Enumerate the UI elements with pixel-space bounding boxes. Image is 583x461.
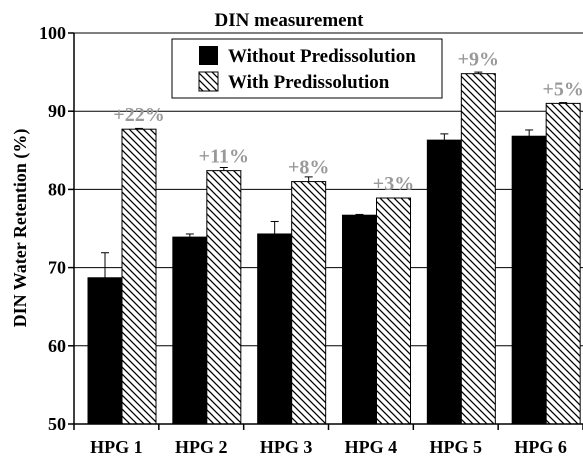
x-tick-label-2: HPG 2: [175, 437, 228, 457]
legend-swatch-with: [198, 71, 219, 92]
annotation-1: +22%: [113, 104, 164, 126]
bar-with-5: [460, 73, 496, 425]
x-tick-label-4: HPG 4: [345, 437, 398, 457]
grid-lines: [74, 32, 583, 347]
y-tick-label-80: 80: [48, 179, 66, 199]
annotation-5: +9%: [458, 49, 499, 71]
y-ticks: 50 60 70 80 90 100: [39, 23, 74, 434]
y-tick-label-60: 60: [48, 336, 66, 356]
bar-without-2: [172, 236, 208, 425]
legend-label-with: With Predissolution: [228, 72, 390, 93]
legend: Without Predissolution With Predissoluti…: [171, 38, 443, 99]
x-ticks: HPG 1 HPG 2 HPG 3 HPG 4 HPG 5 HPG 6: [73, 424, 583, 457]
x-tick-label-1: HPG 1: [90, 437, 143, 457]
bar-without-3: [257, 233, 293, 425]
bar-without-1: [87, 277, 123, 425]
bar-without-5: [426, 139, 462, 425]
bar-without-4: [342, 214, 377, 425]
annotation-4: +3%: [373, 173, 414, 195]
annotation-6: +5%: [542, 78, 583, 100]
y-tick-label-70: 70: [48, 258, 66, 278]
x-tick-label-3: HPG 3: [260, 437, 313, 457]
y-tick-label-50: 50: [48, 414, 66, 434]
bar-with-6: [545, 102, 581, 425]
bar-with-3: [291, 181, 327, 425]
bar-with-4: [376, 197, 411, 425]
bar-without-6: [511, 135, 547, 425]
annotations: +22% +11% +8% +3% +9% +5%: [113, 49, 583, 195]
x-tick-label-6: HPG 6: [514, 437, 567, 457]
bar-with-2: [206, 170, 242, 425]
chart-title: DIN measurement: [215, 10, 365, 31]
x-tick-label-5: HPG 5: [430, 437, 483, 457]
y-tick-label-90: 90: [48, 101, 66, 121]
legend-label-without: Without Predissolution: [228, 46, 416, 67]
y-tick-label-100: 100: [39, 23, 66, 43]
annotation-2: +11%: [199, 146, 249, 168]
bars: [87, 73, 581, 425]
y-axis-label: DIN Water Retention (%): [10, 129, 31, 328]
bar-with-1: [121, 128, 157, 425]
legend-swatch-without: [199, 46, 218, 65]
annotation-3: +8%: [288, 157, 329, 179]
error-bars: [101, 71, 568, 278]
